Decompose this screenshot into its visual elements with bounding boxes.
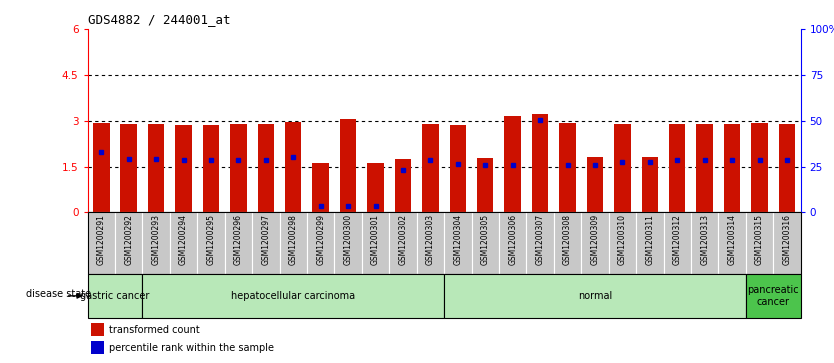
Bar — [279, 212, 307, 274]
Text: GSM1200298: GSM1200298 — [289, 214, 298, 265]
Bar — [718, 212, 746, 274]
Bar — [203, 125, 219, 212]
Bar — [252, 212, 279, 274]
Bar — [417, 212, 444, 274]
Text: GSM1200291: GSM1200291 — [97, 214, 106, 265]
Bar — [636, 212, 664, 274]
Bar — [444, 274, 746, 318]
Text: GSM1200309: GSM1200309 — [590, 214, 600, 265]
Bar — [422, 124, 439, 212]
Text: GSM1200302: GSM1200302 — [399, 214, 408, 265]
Bar — [526, 212, 554, 274]
Text: GSM1200297: GSM1200297 — [261, 214, 270, 265]
Text: hepatocellular carcinoma: hepatocellular carcinoma — [231, 291, 355, 301]
Bar — [724, 125, 741, 212]
Bar — [779, 125, 795, 212]
Text: GSM1200303: GSM1200303 — [426, 214, 435, 265]
Bar — [115, 212, 143, 274]
Text: normal: normal — [578, 291, 612, 301]
Bar — [499, 212, 526, 274]
Text: GSM1200292: GSM1200292 — [124, 214, 133, 265]
Text: GSM1200295: GSM1200295 — [207, 214, 215, 265]
Bar — [362, 212, 389, 274]
Text: GSM1200311: GSM1200311 — [646, 214, 655, 265]
Text: GDS4882 / 244001_at: GDS4882 / 244001_at — [88, 13, 230, 26]
Bar — [746, 212, 773, 274]
Text: GSM1200301: GSM1200301 — [371, 214, 380, 265]
Bar — [170, 212, 198, 274]
Text: transformed count: transformed count — [109, 325, 199, 335]
Bar — [148, 124, 164, 212]
Bar — [581, 212, 609, 274]
Text: GSM1200305: GSM1200305 — [480, 214, 490, 265]
Bar — [307, 212, 334, 274]
Bar — [340, 119, 356, 212]
Bar — [93, 123, 109, 212]
Bar — [258, 124, 274, 212]
Bar — [91, 323, 104, 336]
Bar — [554, 212, 581, 274]
Text: disease state: disease state — [26, 289, 92, 299]
Bar — [664, 212, 691, 274]
Text: GSM1200300: GSM1200300 — [344, 214, 353, 265]
Bar — [614, 125, 631, 212]
Bar — [143, 212, 170, 274]
Bar — [773, 212, 801, 274]
Bar — [198, 212, 224, 274]
Bar — [88, 212, 115, 274]
Bar — [450, 125, 466, 212]
Text: GSM1200308: GSM1200308 — [563, 214, 572, 265]
Text: GSM1200310: GSM1200310 — [618, 214, 627, 265]
Bar — [641, 157, 658, 212]
Bar — [334, 212, 362, 274]
Text: GSM1200316: GSM1200316 — [782, 214, 791, 265]
Text: percentile rank within the sample: percentile rank within the sample — [109, 343, 274, 353]
Bar — [751, 123, 768, 212]
Bar — [394, 159, 411, 212]
Bar — [88, 274, 143, 318]
Bar — [91, 341, 104, 354]
Bar — [143, 274, 444, 318]
Bar — [367, 163, 384, 212]
Bar — [609, 212, 636, 274]
Bar — [746, 274, 801, 318]
Bar — [175, 125, 192, 212]
Bar — [560, 123, 575, 212]
Text: GSM1200296: GSM1200296 — [234, 214, 243, 265]
Bar — [477, 158, 494, 212]
Bar — [696, 125, 713, 212]
Text: GSM1200306: GSM1200306 — [508, 214, 517, 265]
Text: gastric cancer: gastric cancer — [80, 291, 149, 301]
Bar — [586, 157, 603, 212]
Bar — [224, 212, 252, 274]
Text: GSM1200307: GSM1200307 — [535, 214, 545, 265]
Text: GSM1200312: GSM1200312 — [673, 214, 681, 265]
Bar — [389, 212, 417, 274]
Bar — [669, 125, 686, 212]
Text: GSM1200315: GSM1200315 — [755, 214, 764, 265]
Bar — [691, 212, 718, 274]
Bar — [120, 124, 137, 212]
Text: GSM1200293: GSM1200293 — [152, 214, 161, 265]
Bar — [230, 125, 247, 212]
Text: GSM1200304: GSM1200304 — [454, 214, 462, 265]
Text: GSM1200314: GSM1200314 — [727, 214, 736, 265]
Bar — [444, 212, 471, 274]
Bar — [471, 212, 499, 274]
Text: GSM1200294: GSM1200294 — [179, 214, 188, 265]
Bar — [313, 163, 329, 212]
Bar — [505, 116, 521, 212]
Text: pancreatic
cancer: pancreatic cancer — [747, 285, 799, 307]
Bar — [532, 114, 548, 212]
Text: GSM1200313: GSM1200313 — [701, 214, 709, 265]
Text: GSM1200299: GSM1200299 — [316, 214, 325, 265]
Bar — [285, 122, 301, 212]
